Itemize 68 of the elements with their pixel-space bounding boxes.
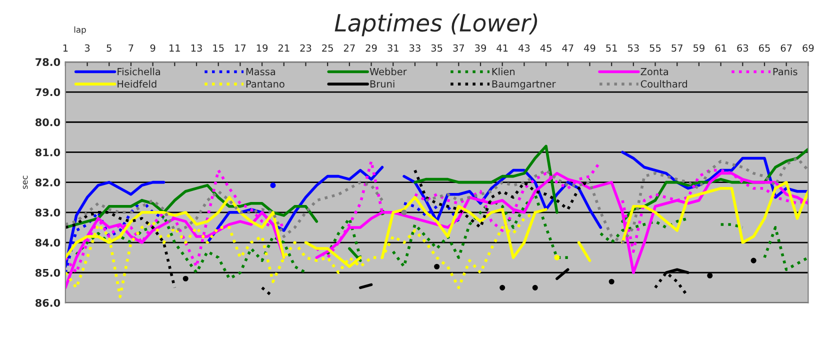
x-tick-label: 11 [170, 44, 180, 52]
y-tick-label: 79.0 [36, 88, 60, 96]
x-tick-label: 31 [388, 44, 398, 52]
x-tick-label: 15 [213, 44, 224, 52]
x-tick-label: 23 [300, 44, 312, 52]
x-tick-label: 9 [150, 44, 156, 52]
point [434, 264, 440, 270]
x-tick-label: 21 [278, 44, 290, 52]
legend-label: Baumgartner [492, 80, 556, 90]
point [270, 182, 276, 188]
legend-label: Panis [773, 68, 798, 76]
x-tick-label: 37 [453, 44, 464, 52]
x-tick-label: 43 [518, 44, 530, 52]
x-tick-label: 59 [694, 44, 704, 52]
legend-label: Fisichella [118, 68, 160, 76]
x-tick-label: 65 [758, 44, 770, 52]
x-tick-label: 67 [780, 44, 792, 52]
y-tick-label: 84.0 [36, 238, 60, 247]
point [401, 210, 407, 216]
x-tick-label: 3 [84, 44, 90, 52]
x-tick-label: 63 [737, 44, 748, 52]
point [182, 276, 188, 282]
y-tick-label: 81.0 [36, 148, 60, 156]
x-tick-label: 29 [366, 44, 377, 52]
x-tick-label: 45 [540, 44, 552, 52]
y-tick-label: 80.0 [36, 118, 60, 126]
x-tick-label: 49 [584, 44, 596, 52]
x-tick-label: 39 [475, 44, 486, 52]
legend-label: Zonta [640, 68, 668, 76]
point [707, 272, 713, 278]
x-tick-label: 41 [496, 44, 508, 52]
x-tick-label: 7 [128, 44, 134, 52]
point [608, 278, 614, 284]
y-tick-label: 85.0 [36, 268, 60, 277]
point [500, 284, 506, 290]
x-tick-label: 17 [235, 44, 246, 52]
point [750, 258, 756, 264]
legend-label: Heidfeld [118, 80, 156, 88]
x-tick-label: 61 [715, 44, 726, 52]
y-axis-title: sec [22, 176, 28, 189]
x-tick-label: 1 [63, 44, 68, 52]
legend-label: Pantano [246, 80, 284, 88]
x-tick-label: 25 [322, 44, 333, 52]
y-tick-label: 82.0 [36, 178, 60, 186]
x-tick-label: 55 [650, 44, 661, 52]
legend-label: Massa [246, 68, 276, 76]
legend-label: Webber [370, 68, 407, 76]
y-tick-label: 86.0 [36, 298, 60, 307]
x-tick-label: 35 [431, 44, 442, 52]
chart-title: Laptimes (Lower) [334, 13, 538, 36]
x-tick-label: 51 [606, 44, 617, 52]
x-tick-label: 27 [344, 44, 355, 52]
y-tick-label: 78.0 [36, 58, 60, 66]
legend-label: Bruni [370, 80, 394, 88]
legend-label: Coulthard [640, 80, 687, 88]
x-tick-label: 69 [802, 44, 814, 52]
x-tick-label: 57 [672, 44, 682, 52]
x-tick-label: 19 [256, 44, 268, 52]
x-tick-label: 53 [628, 44, 639, 52]
y-tick-label: 83.0 [36, 208, 60, 217]
point [554, 254, 560, 260]
x-tick-label: 13 [191, 44, 202, 52]
x-tick-label: 47 [562, 44, 574, 52]
legend-label: Klien [492, 68, 515, 76]
x-tick-label: 5 [106, 44, 112, 52]
point [532, 284, 538, 290]
x-axis-title: lap [74, 26, 86, 34]
x-tick-label: 33 [410, 44, 420, 52]
